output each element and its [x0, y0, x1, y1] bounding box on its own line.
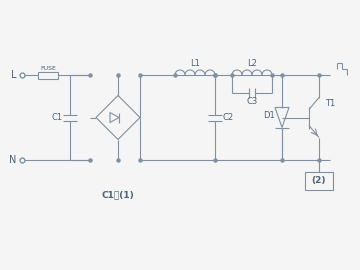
Text: D1: D1	[263, 111, 275, 120]
Text: C1：(1): C1：(1)	[102, 191, 134, 200]
Text: T1: T1	[325, 99, 335, 108]
Text: L2: L2	[247, 59, 257, 68]
Text: C1: C1	[51, 113, 63, 122]
Text: FUSE: FUSE	[40, 66, 56, 71]
Text: L1: L1	[190, 59, 200, 68]
Text: L: L	[10, 70, 16, 80]
Bar	[305, 172, 333, 190]
Text: (2): (2)	[312, 177, 326, 185]
Bar	[38, 72, 58, 79]
Text: C2: C2	[222, 113, 234, 122]
Text: C3: C3	[246, 97, 258, 106]
Text: N: N	[9, 155, 16, 165]
